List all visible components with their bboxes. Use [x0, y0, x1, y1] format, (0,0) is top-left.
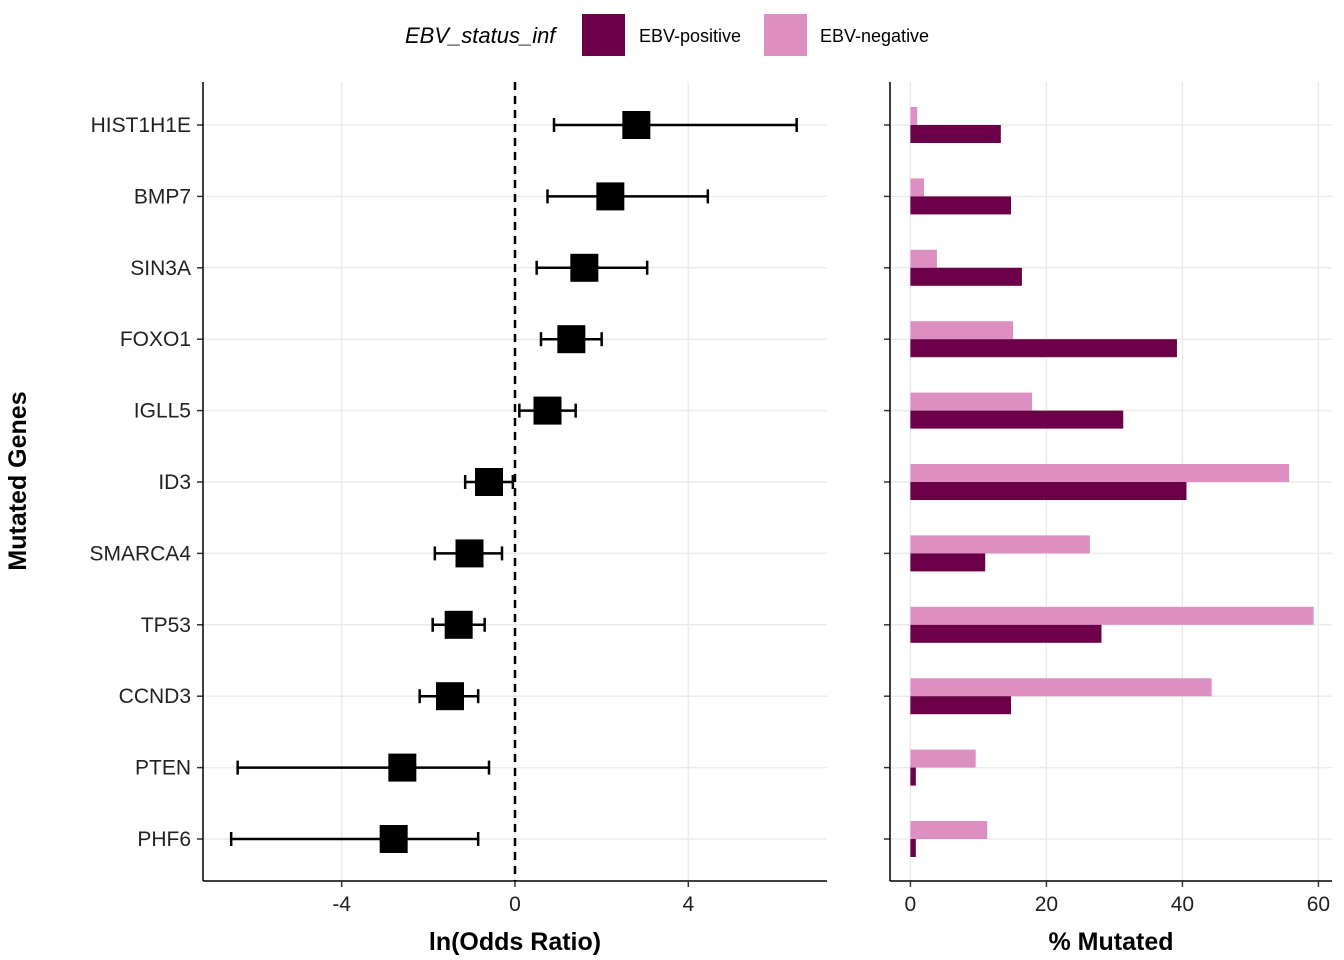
- forest-x-tick-label: 0: [509, 893, 521, 916]
- legend-label-ebv-negative: EBV-negative: [820, 26, 929, 46]
- bar-ebv-negative-phf6: [910, 821, 988, 839]
- bar-ebv-positive-hist1h1e: [910, 125, 1001, 143]
- bar-x-tick-label: 20: [1035, 893, 1058, 916]
- bar-ebv-negative-ccnd3: [910, 678, 1212, 697]
- legend-swatch-ebv-negative: [764, 14, 807, 56]
- legend: EBV_status_inf EBV-positive EBV-negative: [405, 14, 929, 56]
- forest-y-axis-title: Mutated Genes: [4, 391, 32, 570]
- bar-x-axis-title: % Mutated: [1049, 928, 1174, 956]
- mutation-bar-panel: 0 20 40 60: [884, 82, 1332, 916]
- forest-point-sin3a: [570, 253, 599, 282]
- forest-point-pten: [388, 753, 417, 782]
- bar-ebv-negative-id3: [910, 464, 1290, 482]
- forest-y-tick-label-phf6: PHF6: [137, 828, 191, 851]
- bar-x-tick-label: 0: [905, 893, 917, 916]
- bar-ebv-positive-igll5: [910, 410, 1124, 429]
- forest-point-ccnd3: [436, 682, 464, 711]
- bar-ebv-positive-phf6: [910, 839, 916, 857]
- forest-y-tick-label-smarca4: SMARCA4: [89, 542, 191, 565]
- forest-plot-panel: HIST1H1E BMP7 SIN3A FOXO1 IGLL5 ID3 SMARCA4 TP5…: [89, 82, 827, 916]
- bar-ebv-positive-sin3a: [910, 267, 1022, 286]
- legend-title: EBV_status_inf: [405, 23, 558, 48]
- forest-point-smarca4: [455, 539, 484, 568]
- bar-ebv-positive-tp53: [910, 624, 1102, 643]
- bar-ebv-positive-smarca4: [910, 553, 986, 572]
- forest-point-foxo1: [557, 325, 586, 354]
- bar-ebv-negative-foxo1: [910, 321, 1014, 340]
- forest-x-tick-label: -4: [332, 893, 351, 916]
- forest-y-tick-label-pten: PTEN: [135, 757, 191, 780]
- forest-y-tick-label-igll5: IGLL5: [134, 400, 191, 423]
- bar-ebv-negative-tp53: [910, 606, 1314, 625]
- forest-y-tick-label-id3: ID3: [158, 471, 191, 494]
- forest-point-phf6: [379, 825, 408, 853]
- bar-x-tick-label: 40: [1171, 893, 1194, 916]
- legend-swatch-ebv-positive: [582, 14, 625, 56]
- forest-point-bmp7: [596, 182, 625, 211]
- bar-ebv-positive-pten: [910, 767, 916, 786]
- bar-ebv-positive-ccnd3: [910, 696, 1012, 715]
- forest-y-tick-label-tp53: TP53: [141, 614, 191, 637]
- forest-y-tick-label-bmp7: BMP7: [134, 185, 191, 208]
- bar-ebv-positive-foxo1: [910, 339, 1177, 358]
- bar-ebv-positive-id3: [910, 482, 1187, 500]
- forest-point-hist1h1e: [622, 111, 651, 139]
- bar-ebv-negative-igll5: [910, 392, 1033, 411]
- forest-y-tick-label-hist1h1e: HIST1H1E: [91, 114, 191, 137]
- bar-ebv-negative-smarca4: [910, 535, 1090, 554]
- bar-ebv-negative-bmp7: [910, 178, 924, 197]
- forest-y-tick-label-sin3a: SIN3A: [130, 257, 191, 280]
- bar-ebv-negative-sin3a: [910, 249, 937, 268]
- bar-ebv-positive-bmp7: [910, 196, 1012, 215]
- forest-x-axis-title: ln(Odds Ratio): [429, 928, 601, 956]
- forest-y-tick-label-ccnd3: CCND3: [119, 685, 191, 708]
- forest-point-tp53: [444, 610, 473, 639]
- bar-ebv-negative-hist1h1e: [910, 107, 918, 125]
- bar-x-tick-label: 60: [1307, 893, 1330, 916]
- forest-y-tick-label-foxo1: FOXO1: [120, 328, 191, 351]
- forest-x-tick-label: 4: [682, 893, 694, 916]
- forest-point-id3: [475, 468, 503, 496]
- forest-point-igll5: [533, 396, 562, 425]
- bar-ebv-negative-pten: [910, 749, 976, 768]
- legend-label-ebv-positive: EBV-positive: [639, 26, 741, 46]
